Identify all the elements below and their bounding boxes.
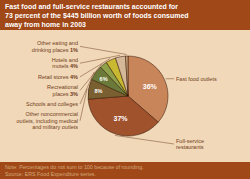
html-text:Fast food and full-service res: Fast food and full-service restaurants a… xyxy=(5,3,189,29)
svg-text:Recreationalplaces 3%: Recreationalplaces 3% xyxy=(47,84,78,96)
svg-text:Hotels andmotels 4%: Hotels andmotels 4% xyxy=(52,57,78,69)
svg-text:Schools and colleges: Schools and colleges xyxy=(26,101,78,107)
svg-text:Other eating anddrinking place: Other eating anddrinking places 1% xyxy=(32,40,78,52)
html-text:Note: Percentages do not sum t: Note: Percentages do not sum to 100 beca… xyxy=(5,164,144,178)
svg-text:Other noncommercialoutlets, in: Other noncommercialoutlets, including me… xyxy=(17,111,79,130)
svg-text:Fast food outlets: Fast food outlets xyxy=(176,76,217,82)
svg-text:6%: 6% xyxy=(100,76,108,82)
svg-text:8%: 8% xyxy=(94,88,102,94)
svg-text:37%: 37% xyxy=(114,115,129,122)
svg-text:Retail stores 4%: Retail stores 4% xyxy=(38,74,78,80)
svg-text:Full-servicerestaurants: Full-servicerestaurants xyxy=(176,138,204,150)
svg-text:36%: 36% xyxy=(143,83,158,90)
